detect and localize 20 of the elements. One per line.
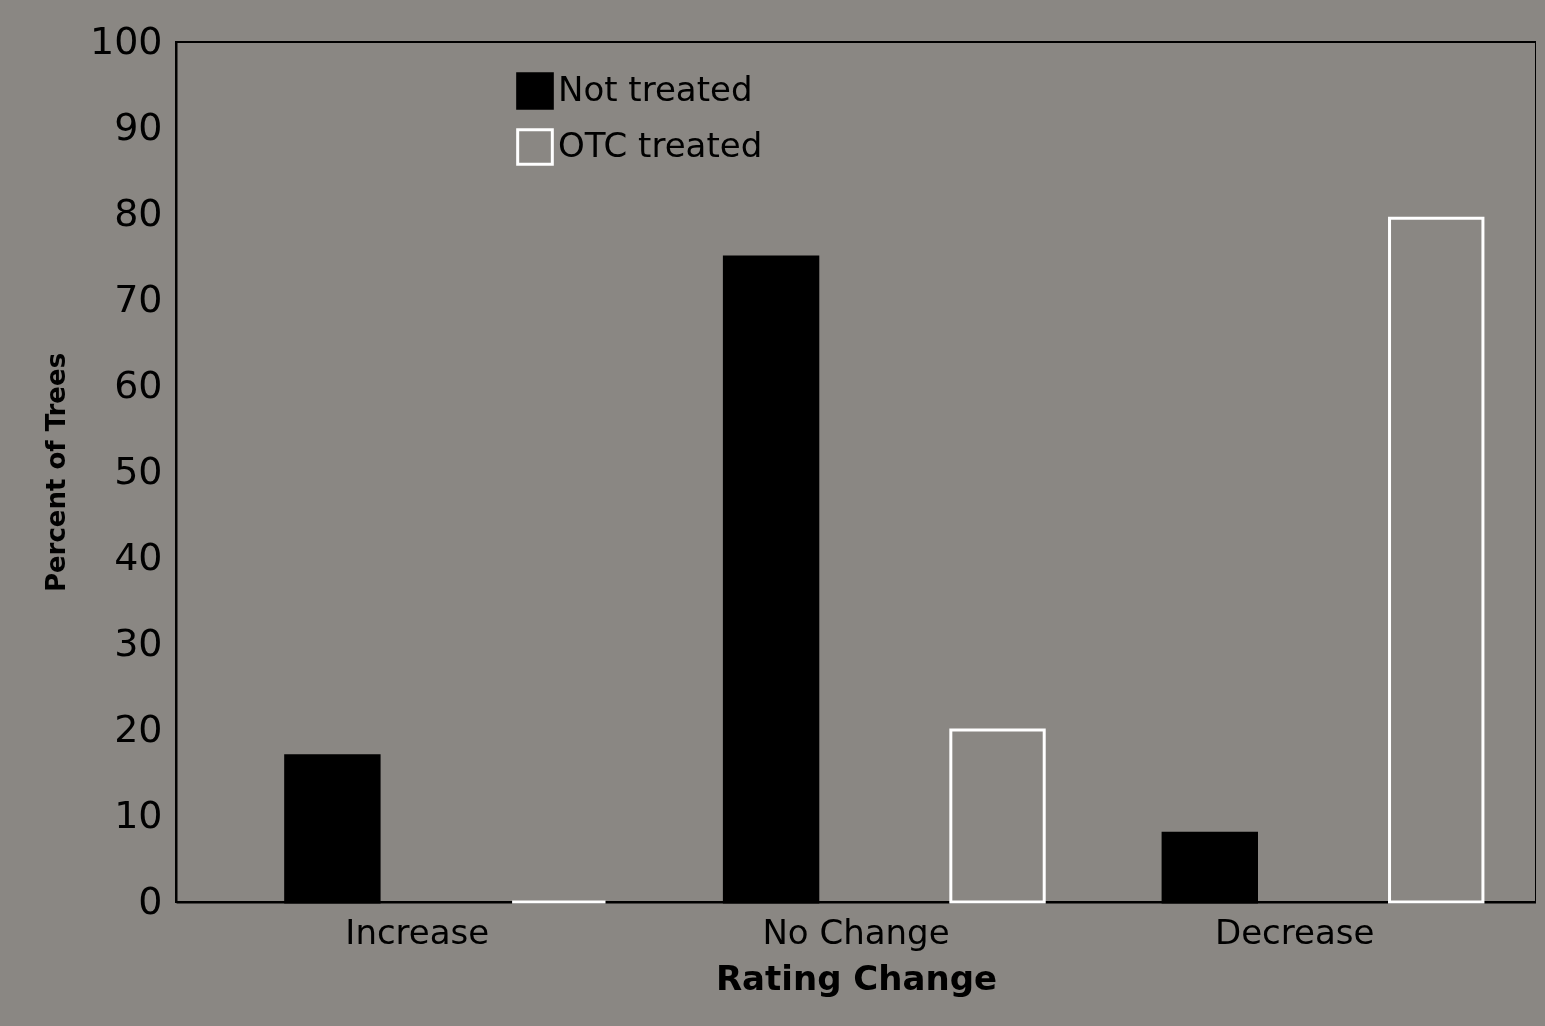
x-tick-label: No Change	[762, 911, 950, 952]
legend-label: OTC treated	[558, 125, 763, 165]
y-tick-label: 90	[114, 104, 163, 149]
legend-label: Not treated	[558, 69, 753, 109]
y-tick-label: 80	[114, 190, 163, 235]
x-axis-title: Rating Change	[715, 957, 998, 998]
y-tick-label: 70	[114, 276, 163, 321]
x-tick-label: Increase	[345, 911, 490, 952]
y-tick-label: 0	[138, 878, 163, 923]
bar	[1388, 216, 1485, 904]
y-tick-label: 50	[114, 448, 163, 493]
y-tick-label: 40	[114, 534, 163, 579]
y-tick-label: 100	[89, 18, 163, 63]
y-tick-label: 30	[114, 620, 163, 665]
y-tick-label: 60	[114, 362, 163, 407]
y-tick-label: 10	[114, 792, 163, 837]
x-tick-label: Decrease	[1215, 911, 1375, 952]
y-tick-label: 20	[114, 706, 163, 751]
bar	[949, 728, 1046, 904]
y-axis-title: Percent of Trees	[40, 352, 71, 593]
